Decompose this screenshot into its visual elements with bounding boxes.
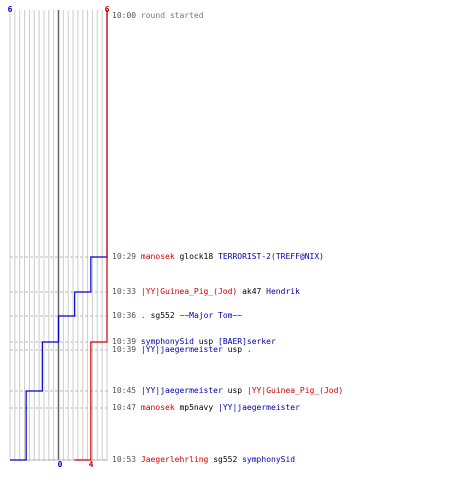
event-row: 10:36 . sg552 ~~Major Tom~~ — [112, 311, 242, 321]
event-time: 10:36 — [112, 311, 137, 320]
event-time: 10:29 — [112, 252, 137, 261]
event-weapon: usp — [227, 386, 243, 395]
event-victim: [BAER]serker — [218, 337, 276, 346]
event-killer: manosek — [140, 403, 175, 412]
event-row: 10:45 |YY|jaegermeister usp |YY|Guinea_P… — [112, 386, 343, 396]
event-row: 10:47 manosek mp5navy |YY|jaegermeister — [112, 403, 300, 413]
event-killer: |YY|Guinea_Pig_(Jod) — [140, 287, 238, 296]
event-victim: |YY|Guinea_Pig_(Jod) — [246, 386, 344, 395]
event-row: 10:39 |YY|jaegermeister usp . — [112, 345, 252, 355]
event-time: 10:47 — [112, 403, 137, 412]
event-time: 10:39 — [112, 337, 137, 346]
event-victim: . — [246, 345, 252, 354]
event-killer: Jaegerlehrling — [140, 455, 209, 464]
event-row: 10:53 Jaegerlehrling sg552 symphonySid — [112, 455, 295, 465]
event-weapon: usp — [227, 345, 243, 354]
event-weapon: usp — [198, 337, 214, 346]
event-time: 10:53 — [112, 455, 137, 464]
event-killer: . — [140, 311, 146, 320]
event-text: round started — [140, 11, 204, 20]
event-row: 10:39 symphonySid usp [BAER]serker — [112, 337, 276, 347]
event-row: 10:33 |YY|Guinea_Pig_(Jod) ak47 Hendrik — [112, 287, 300, 297]
top-label-red: 6 — [105, 5, 110, 14]
event-victim: symphonySid — [242, 455, 296, 464]
event-time: 10:39 — [112, 345, 137, 354]
event-weapon: sg552 — [213, 455, 238, 464]
event-weapon: sg552 — [150, 311, 175, 320]
event-row: 10:00 round started — [112, 11, 204, 21]
bottom-label-blue: 0 — [58, 460, 63, 469]
event-killer: |YY|jaegermeister — [140, 345, 223, 354]
series-line-0 — [10, 10, 108, 461]
event-weapon: mp5navy — [179, 403, 214, 412]
bottom-label-red: 4 — [89, 460, 94, 469]
event-killer: |YY|jaegermeister — [140, 386, 223, 395]
event-weapon: ak47 — [242, 287, 262, 296]
event-weapon: glock18 — [179, 252, 214, 261]
event-victim: ~~Major Tom~~ — [179, 311, 243, 320]
event-killer: manosek — [140, 252, 175, 261]
series-line-1 — [74, 10, 108, 461]
event-time: 10:45 — [112, 386, 137, 395]
event-victim: |YY|jaegermeister — [218, 403, 300, 412]
top-label-blue: 6 — [8, 5, 13, 14]
event-victim: TERRORIST-2(TREFF@NIX) — [218, 252, 324, 261]
event-time: 10:33 — [112, 287, 137, 296]
event-row: 10:29 manosek glock18 TERRORIST-2(TREFF@… — [112, 252, 324, 262]
event-killer: symphonySid — [140, 337, 194, 346]
event-time: 10:00 — [112, 11, 137, 20]
event-victim: Hendrik — [266, 287, 300, 296]
